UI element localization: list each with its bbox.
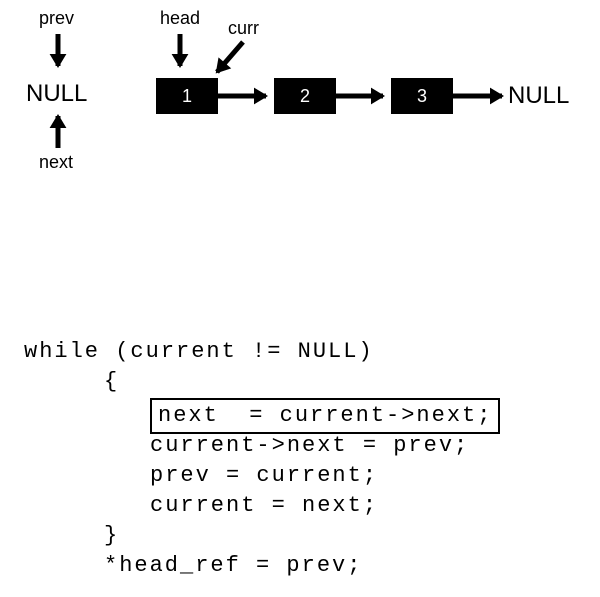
list-node-3: 3 [391, 78, 453, 114]
code-line-7: *head_ref = prev; [104, 552, 362, 580]
curr-label: curr [228, 18, 259, 39]
null-right: NULL [508, 82, 569, 110]
next-label: next [39, 152, 73, 173]
code-line-6: } [104, 522, 119, 550]
code-line-2: next = current->next; [150, 398, 500, 434]
code-line-1: { [104, 368, 119, 396]
highlighted-code-line: next = current->next; [150, 398, 500, 434]
null-left: NULL [26, 80, 87, 108]
code-line-0: while (current != NULL) [24, 338, 374, 366]
list-node-1: 1 [156, 78, 218, 114]
code-line-4: prev = current; [150, 462, 378, 490]
code-line-5: current = next; [150, 492, 378, 520]
list-node-2: 2 [274, 78, 336, 114]
code-line-3: current->next = prev; [150, 432, 469, 460]
root: prev next NULL head curr 1 2 3 NULL while … [0, 0, 600, 597]
prev-label: prev [39, 8, 74, 29]
head-label: head [160, 8, 200, 29]
